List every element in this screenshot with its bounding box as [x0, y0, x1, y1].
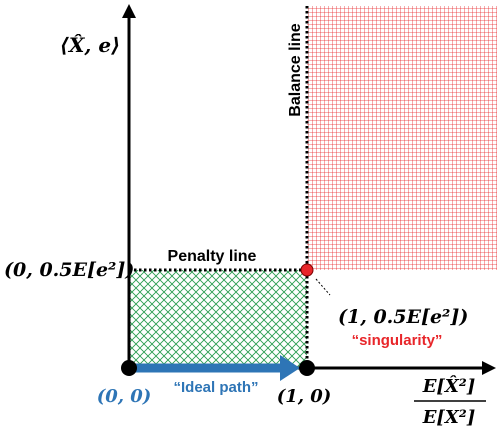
infeasible-region — [307, 6, 497, 270]
ideal-path-label: “Ideal path” — [173, 379, 258, 396]
x-axis-arrowhead — [482, 361, 496, 375]
singularity-point — [300, 263, 314, 277]
origin-label: (0, 0) — [97, 386, 152, 407]
x-axis-label-denominator: E[X²] — [422, 407, 476, 428]
penalty-line-label: Penalty line — [168, 248, 257, 265]
ideal-path-arrowhead — [280, 355, 300, 381]
y-axis-label: ⟨X̂, e⟩ — [60, 33, 120, 57]
unit-point — [299, 360, 315, 376]
origin-point — [121, 360, 137, 376]
singularity-pointer — [315, 278, 331, 296]
feasible-region — [129, 270, 307, 368]
x-tick-label: (1, 0) — [277, 386, 332, 407]
balance-line-label: Balance line — [287, 23, 304, 116]
x-axis-label-numerator: E[X̂²] — [422, 375, 476, 397]
singularity-note: “singularity” — [352, 332, 443, 349]
singularity-point-label: (1, 0.5E[e²]) — [338, 306, 468, 328]
y-tick-label: (0, 0.5E[e²]) — [4, 259, 134, 281]
y-axis-arrowhead — [122, 4, 136, 18]
